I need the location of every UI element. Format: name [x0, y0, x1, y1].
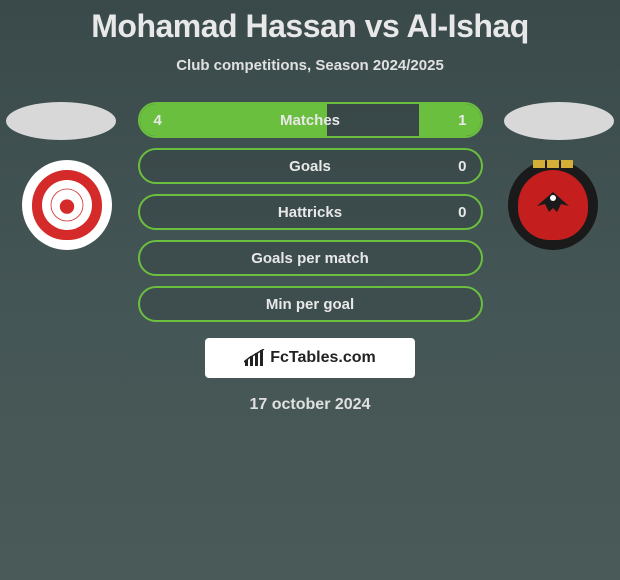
player-oval-left: [6, 102, 116, 140]
page-title: Mohamad Hassan vs Al-Ishaq: [0, 8, 620, 45]
stat-row-hattricks: Hattricks 0: [138, 194, 483, 230]
stat-label: Hattricks: [278, 204, 342, 221]
stat-row-goals-per-match: Goals per match: [138, 240, 483, 276]
stat-label: Matches: [280, 112, 340, 129]
stat-row-min-per-goal: Min per goal: [138, 286, 483, 322]
stat-fill-right: [419, 104, 480, 136]
crest-left-icon: [32, 170, 102, 240]
stat-value-right: 1: [458, 112, 466, 129]
stat-label: Goals: [289, 158, 331, 175]
stat-value-right: 0: [458, 158, 466, 175]
crest-left-inner-icon: [42, 180, 92, 230]
header: Mohamad Hassan vs Al-Ishaq Club competit…: [0, 0, 620, 74]
date-label: 17 october 2024: [0, 396, 620, 414]
subtitle: Club competitions, Season 2024/2025: [0, 57, 620, 74]
crest-right-icon: [518, 170, 588, 240]
club-badge-left: [22, 160, 112, 250]
brand-text: FcTables.com: [270, 349, 376, 367]
eagle-icon: [531, 188, 575, 218]
stat-row-matches: 4 Matches 1: [138, 102, 483, 138]
comparison-content: 4 Matches 1 Goals 0 Hattricks 0 Goals pe…: [0, 102, 620, 414]
bar-chart-icon: [244, 349, 266, 367]
stat-rows: 4 Matches 1 Goals 0 Hattricks 0 Goals pe…: [138, 102, 483, 322]
stat-value-left: 4: [154, 112, 162, 129]
brand-box: FcTables.com: [205, 338, 415, 378]
stat-label: Goals per match: [251, 250, 369, 267]
stat-value-right: 0: [458, 204, 466, 221]
player-oval-right: [504, 102, 614, 140]
stat-row-goals: Goals 0: [138, 148, 483, 184]
club-badge-right: [508, 160, 598, 250]
stat-label: Min per goal: [266, 296, 354, 313]
